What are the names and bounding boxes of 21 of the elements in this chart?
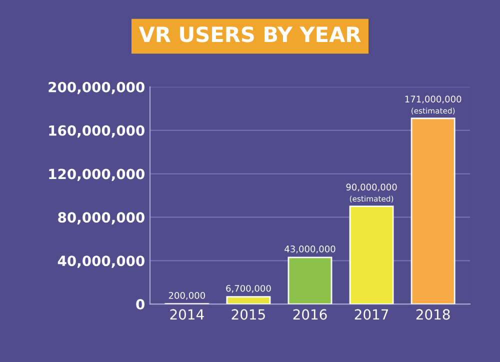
y-tick-label: 160,000,000	[49, 125, 144, 138]
data-label: 171,000,000	[405, 96, 462, 104]
y-tick-label: 0	[136, 299, 144, 310]
y-tick-label: 40,000,000	[58, 256, 144, 268]
x-tick-label: 2018	[416, 309, 450, 320]
x-tick-label: 2014	[170, 309, 204, 320]
x-tick-label: 2015	[232, 309, 265, 320]
data-label: 90,000,000	[346, 184, 397, 192]
data-label: 6,700,000	[226, 284, 271, 293]
y-tick-label: 80,000,000	[58, 212, 144, 224]
chart-title: VR USERS BY YEAR	[138, 26, 361, 42]
bar	[288, 256, 332, 304]
data-label: 43,000,000	[284, 246, 336, 254]
x-tick-label: 2016	[293, 309, 327, 320]
bar	[349, 206, 394, 304]
bar	[226, 296, 271, 304]
bar	[410, 118, 456, 304]
data-label: 200,000	[168, 292, 205, 300]
x-tick-label: 2017	[354, 309, 388, 320]
y-tick-label: 120,000,000	[49, 168, 144, 182]
y-tick-label: 200,000,000	[48, 82, 144, 94]
